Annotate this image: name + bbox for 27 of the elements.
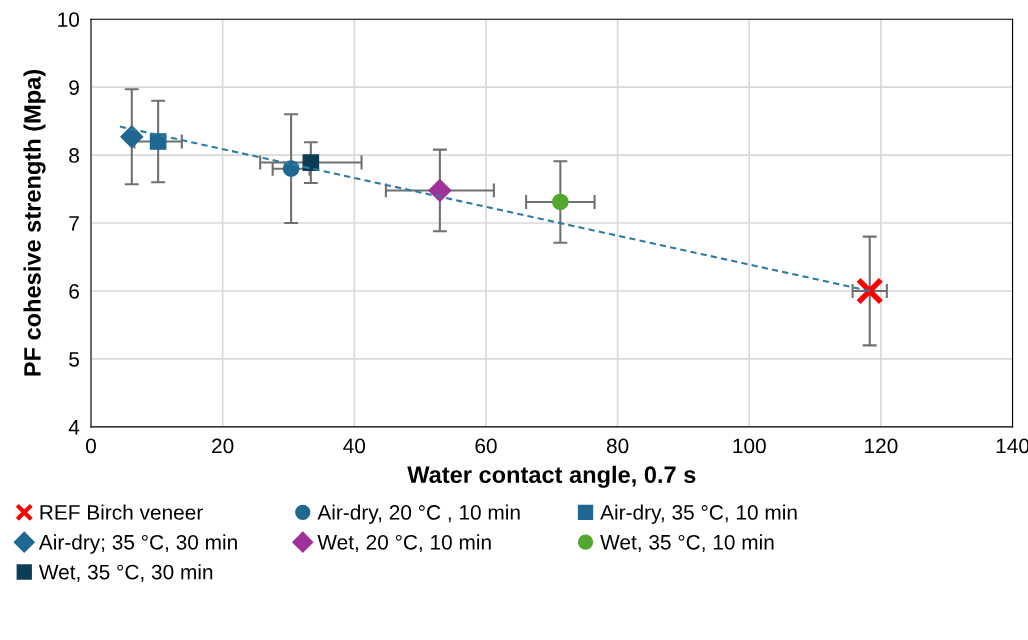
- point: [428, 178, 452, 202]
- x-tick-label: 100: [733, 438, 766, 454]
- point: [149, 133, 167, 150]
- x-axis-title: Water contact angle, 0.7 s: [407, 465, 696, 488]
- point: [120, 125, 144, 149]
- legend-label: REF Birch veneer: [40, 504, 203, 520]
- legend-label: Air-dry, 35 °C, 10 min: [600, 504, 797, 524]
- y-tick-label: 5: [69, 352, 79, 367]
- x-tick-label: 40: [343, 438, 366, 454]
- x-tick-label: 80: [606, 438, 629, 454]
- legend-label: Air-dry, 20 °C , 10 min: [317, 504, 520, 524]
- point: [552, 193, 569, 211]
- y-tick-label: 6: [69, 283, 79, 299]
- x-tick-label: 0: [86, 438, 96, 454]
- y-tick-label: 4: [68, 420, 80, 435]
- x-tick-label: 60: [475, 438, 497, 454]
- y-tick-label: 9: [69, 80, 79, 95]
- legend-label: Wet, 20 °C, 10 min: [317, 534, 491, 553]
- legend-label: Wet, 35 °C, 10 min: [600, 534, 774, 553]
- y-tick-label: 10: [58, 12, 80, 27]
- y-tick-label: 7: [69, 216, 79, 231]
- y-axis-title: PF cohesive strength (Mpa): [23, 70, 46, 376]
- x-tick-label: 120: [865, 438, 898, 454]
- legend-label: Air-dry; 35 °C, 30 min: [38, 534, 237, 554]
- legend-label: Wet, 35 °C, 30 min: [38, 564, 213, 582]
- y-tick-label: 8: [69, 148, 79, 163]
- x-tick-label: 20: [212, 438, 234, 454]
